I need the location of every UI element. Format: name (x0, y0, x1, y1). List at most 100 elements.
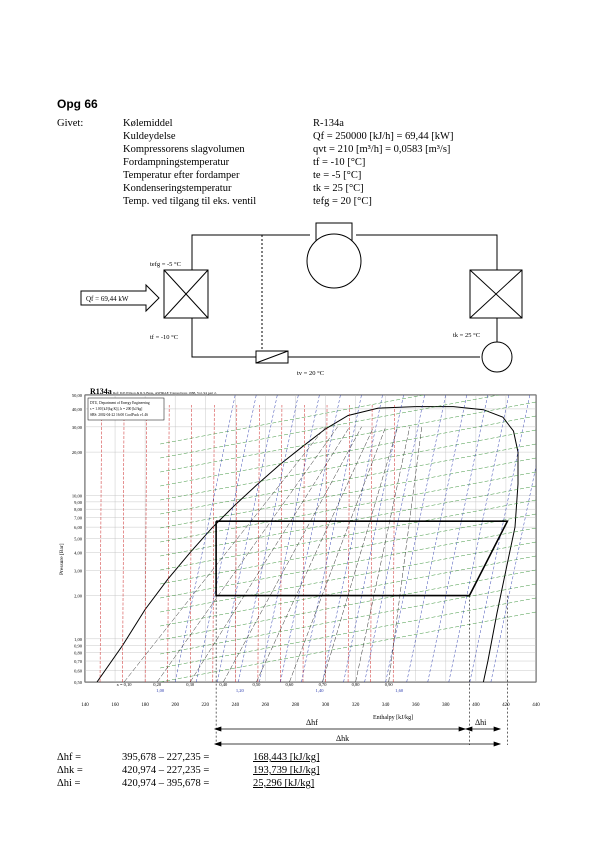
page-title: Opg 66 (57, 97, 98, 111)
isotherm-line (212, 404, 215, 682)
isotherm-line (122, 404, 125, 682)
givet-label: Givet: (57, 118, 84, 129)
isentrope-line (259, 395, 320, 682)
given-value: qvt = 210 [m³/h] = 0,0583 [m³/s] (313, 144, 451, 155)
isentrope-line (238, 395, 299, 682)
isentrope-line (322, 395, 383, 682)
result-label: Δhk = (57, 765, 83, 776)
x-tick-label: 260 (262, 703, 270, 708)
given-value: tefg = 20 [°C] (313, 196, 372, 207)
heat-arrow-icon (80, 283, 160, 313)
isochore-line (160, 443, 536, 515)
quality-label: 0,90 (385, 682, 394, 688)
quality-line (322, 426, 398, 682)
tv-label: tv = 20 °C (297, 370, 324, 377)
x-tick-label: 420 (502, 703, 510, 708)
cycle-schematic: Qf = 69,44 kW tefg = -5 °C tf = -10 °C t… (80, 222, 523, 377)
isentrope-line (174, 395, 236, 682)
isotherm-line (325, 404, 328, 682)
quality-line (388, 426, 422, 682)
expansion-valve-icon (255, 350, 289, 364)
quality-line (256, 426, 374, 682)
x-tick-label: 380 (442, 703, 450, 708)
x-tick-label: 280 (292, 703, 300, 708)
ph-chart: 50,00 40,00 30,00 20,00 10,009,008,00 7,00 6,0… (59, 387, 540, 745)
isochore-line (160, 583, 536, 655)
x-tick-label: 140 (81, 703, 89, 708)
saturated-vapor-line (415, 406, 519, 682)
isochore-line (160, 395, 500, 459)
y-tick-label: 40,00 (72, 407, 83, 413)
chart-header: R134a (90, 387, 112, 396)
x-tick-label: 300 (322, 703, 330, 708)
quality-line (289, 426, 386, 682)
given-value: te = -5 [°C] (313, 170, 362, 181)
isochore-line (160, 471, 536, 543)
result-value: 193,739 [kJ/kg] (253, 765, 320, 776)
isentrope-line (427, 395, 488, 682)
x-tick-label: 340 (382, 703, 390, 708)
entropy-label: 1,40 (316, 688, 325, 694)
quality-label: 0,80 (352, 682, 361, 688)
y-tick-label: 8,00 (74, 507, 83, 513)
result-expression: 420,974 – 227,235 = (122, 765, 210, 776)
result-label: Δhf = (57, 752, 82, 763)
given-label: Kuldeydelse (123, 131, 176, 142)
isentrope-line (343, 395, 404, 682)
isotherm-line (302, 404, 305, 682)
isochore-line (160, 527, 536, 599)
isochore-line (160, 395, 425, 445)
quality-line (123, 426, 326, 682)
isochore-line (160, 485, 536, 557)
tk-label: tk = 25 °C (453, 332, 480, 339)
isentrope-line (448, 395, 510, 682)
x-tick-label: 220 (202, 703, 210, 708)
given-value: tk = 25 [°C] (313, 183, 364, 194)
chart-header-small: Ref: D.P.Wilson & R.S.Basu, ASHRAE Trans… (113, 391, 217, 396)
isentrope-line (301, 395, 362, 682)
y-tick-label: 5,00 (74, 537, 83, 543)
y-tick-label: 1,00 (74, 637, 83, 643)
isochore-line (160, 415, 536, 487)
given-value: R-134a (313, 118, 344, 129)
x-tick-label: 200 (171, 703, 179, 708)
x-tick-label: 320 (352, 703, 360, 708)
isotherm-line (167, 404, 170, 682)
isotherm-line (347, 404, 350, 682)
isochore-line (160, 457, 536, 529)
quality-label: 0,30 (186, 682, 195, 688)
y-tick-label: 0,50 (74, 680, 83, 686)
isochore-line (160, 541, 536, 613)
given-value: tf = -10 [°C] (313, 157, 366, 168)
info-line: DTU, Department of Energy Engineering (90, 401, 150, 406)
x-tick-label: 240 (232, 703, 240, 708)
cycle-path (215, 520, 509, 597)
y-tick-label: 6,00 (74, 525, 83, 531)
quality-label: x = 0,10 (117, 682, 133, 688)
isentrope-line (364, 395, 425, 682)
isotherm-line (235, 404, 238, 682)
saturated-liquid-line (96, 406, 416, 682)
entropy-label: 1,00 (156, 688, 165, 694)
given-label: Kompressorens slagvolumen (123, 144, 245, 155)
compressor-icon (306, 222, 362, 289)
y-tick-label: 9,00 (74, 500, 83, 506)
quality-label: 0,40 (219, 682, 228, 688)
x-tick-label: 360 (412, 703, 420, 708)
y-tick-label: 30,00 (72, 425, 83, 431)
info-box (87, 397, 165, 421)
condenser-icon (469, 269, 523, 319)
info-line: s = 1.00 [kJ/(kg K)], h = 200 [kJ/kg] (90, 407, 142, 412)
isotherm-line (370, 404, 373, 682)
y-tick-label: 2,00 (74, 594, 83, 600)
result-expression: 420,974 – 395,678 = (122, 778, 210, 789)
given-label: Kølemiddel (123, 118, 173, 129)
tf-label: tf = -10 °C (150, 334, 178, 341)
isotherm-line (144, 404, 147, 682)
result-value: 25,296 [kJ/kg] (253, 778, 315, 789)
y-tick-label: 50,00 (72, 393, 83, 399)
isotherm-line (189, 404, 192, 682)
y-tick-label: 7,00 (74, 516, 83, 522)
y-tick-label: 0,70 (74, 659, 83, 665)
isochore-line (160, 429, 536, 501)
